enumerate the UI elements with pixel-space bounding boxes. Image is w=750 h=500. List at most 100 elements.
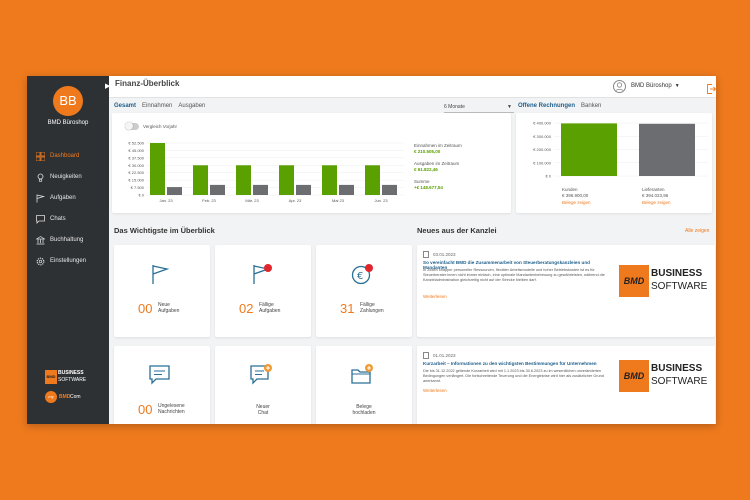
tile-due-payments[interactable]: € 31 Fällige Zahlungen: [316, 245, 412, 337]
income-bar: [236, 165, 251, 195]
y-tick-label: € 0: [138, 193, 144, 198]
suppliers-show-link[interactable]: Belege zeigen: [642, 200, 671, 205]
sum-value: +€ 148.677,54: [414, 185, 443, 190]
news-headline[interactable]: So vereinfacht BMD die Zusammenarbeit vo…: [423, 260, 590, 270]
page-title: Finanz-Überblick: [115, 79, 180, 88]
folder-upload-icon: [350, 364, 374, 386]
sidebar-item-label: Chats: [50, 216, 66, 222]
logout-icon[interactable]: [707, 81, 716, 94]
news-headline[interactable]: Kurzarbeit – Informationen zu den wichti…: [423, 361, 597, 366]
sidebar-item-label: Dashboard: [50, 153, 80, 159]
income-bar: [150, 143, 165, 195]
show-all-link[interactable]: Alle zeigen: [685, 228, 710, 234]
tab-gesamt[interactable]: Gesamt: [114, 103, 137, 109]
read-more-link[interactable]: Weiterlesen: [423, 388, 447, 393]
expense-bar: [339, 184, 354, 195]
x-tick-label: Jun. 23: [374, 198, 388, 203]
expense-bar: [382, 184, 397, 195]
income-value: € 210.505,00: [414, 149, 441, 154]
tile-count: 02: [239, 301, 254, 316]
tile-unread-messages[interactable]: 00 Ungelesene Nachrichten: [114, 346, 210, 424]
expense-bar: [253, 184, 268, 195]
open-invoices-chart: € 0 € 100.000 € 200.000 € 300.000 € 400.000: [533, 121, 708, 179]
document-icon: [423, 352, 429, 359]
finance-card: Vergleich Vorjahr € 0 € 7.500 € 15.000 € 22…: [112, 113, 511, 213]
collapse-sidebar-icon[interactable]: ▶: [105, 83, 111, 90]
tab-offene-rechnungen[interactable]: Offene Rechnungen: [518, 103, 576, 109]
x-tick-label: Mär. 23: [245, 198, 259, 203]
tile-upload-documents[interactable]: Belege hochladen: [316, 346, 412, 424]
new-chat-icon: [249, 364, 273, 386]
main-content: Finanz-Überblick BMD Büroshop ▼ Gesamt E…: [109, 76, 716, 424]
customers-label: Kunden: [562, 187, 578, 192]
sidebar-item-label: Aufgaben: [50, 195, 76, 201]
tab-ausgaben[interactable]: Ausgaben: [178, 103, 206, 109]
tile-due-tasks[interactable]: 02 Fällige Aufgaben: [215, 245, 311, 337]
finance-tabs: Gesamt Einnahmen Ausgaben: [114, 103, 205, 109]
sidebar-item-neuigkeiten[interactable]: Neuigkeiten: [35, 170, 107, 184]
income-bar: [365, 165, 380, 195]
flag-alert-icon: [249, 263, 273, 285]
business-software-logo: BMD BUSINESS SOFTWARE: [45, 370, 87, 384]
news-date: 03.01.2023: [423, 251, 456, 258]
gear-icon: [35, 256, 45, 266]
tile-label: Ungelesene Nachrichten: [158, 403, 185, 415]
expenses-label: Ausgaben im Zeitraum: [414, 161, 460, 166]
expense-bar: [167, 187, 182, 195]
news-date: 01.01.2023: [423, 352, 456, 359]
y-tick-label: € 200.000: [533, 147, 552, 152]
y-tick-label: € 400.000: [533, 121, 552, 126]
finance-bar-chart: € 0 € 7.500 € 15.000 € 22.500 € 30.000 € 37.5…: [128, 141, 404, 203]
app-window: BB BMD Büroshop Dashboard Neuigkeiten Au…: [27, 76, 716, 424]
company-avatar[interactable]: BB: [53, 86, 83, 116]
tab-einnahmen[interactable]: Einnahmen: [142, 103, 173, 109]
customers-show-link[interactable]: Belege zeigen: [562, 200, 591, 205]
y-tick-label: € 0: [545, 174, 551, 179]
tile-label: Neue Aufgaben: [158, 302, 180, 314]
news-title: Neues aus der Kanzlei: [417, 226, 497, 235]
tile-count: 00: [138, 301, 153, 316]
income-label: Einnahmen im Zeitraum: [414, 143, 462, 148]
tile-count: 00: [138, 402, 153, 417]
compare-toggle[interactable]: [125, 122, 139, 130]
y-tick-label: € 100.000: [533, 160, 552, 165]
sidebar-item-einstellungen[interactable]: Einstellungen: [35, 254, 107, 268]
period-value: 6 Monate: [444, 104, 465, 110]
tab-banken[interactable]: Banken: [581, 103, 602, 109]
sidebar-item-dashboard[interactable]: Dashboard: [35, 149, 107, 163]
chevron-down-icon: ▼: [674, 83, 680, 89]
income-bar: [322, 165, 337, 195]
bank-icon: [35, 235, 45, 245]
flag-icon: [35, 193, 45, 203]
sidebar-item-aufgaben[interactable]: Aufgaben: [35, 191, 107, 205]
read-more-link[interactable]: Weiterlesen: [423, 294, 447, 299]
y-tick-label: € 22.500: [128, 170, 144, 175]
tile-label: Belege hochladen: [352, 404, 376, 416]
tile-new-chat[interactable]: Neuer Chat: [215, 346, 311, 424]
user-menu[interactable]: BMD Büroshop ▼: [613, 79, 680, 93]
tile-new-tasks[interactable]: 00 Neue Aufgaben: [114, 245, 210, 337]
suppliers-bar: [639, 123, 695, 176]
expense-bar: [296, 184, 311, 195]
x-tick-label: Apr. 23: [289, 198, 302, 203]
x-tick-label: Jan. 23: [159, 198, 173, 203]
top-bar: Finanz-Überblick BMD Büroshop ▼: [109, 76, 716, 98]
flag-icon: [148, 263, 172, 285]
suppliers-label: Lieferanten: [642, 187, 665, 192]
open-invoices-tabs: Offene Rechnungen Banken: [518, 103, 601, 109]
period-select[interactable]: 6 Monate ▼: [444, 104, 514, 113]
news-excerpt: Die bis 31.12.2022 geltende Kurzarbeit w…: [423, 369, 604, 383]
y-tick-label: € 300.000: [533, 134, 552, 139]
overview-title: Das Wichtigste im Überblick: [114, 226, 215, 235]
sidebar-item-buchhaltung[interactable]: Buchhaltung: [35, 233, 107, 247]
y-tick-label: € 37.500: [128, 155, 144, 160]
sidebar-item-chats[interactable]: Chats: [35, 212, 107, 226]
news-card[interactable]: 01.01.2023 Kurzarbeit – Informationen zu…: [417, 346, 715, 424]
user-name: BMD Büroshop: [631, 83, 672, 89]
y-tick-label: € 45.000: [128, 148, 144, 153]
chat-icon: [35, 214, 45, 224]
y-tick-label: € 52.500: [128, 141, 144, 146]
news-card[interactable]: 03.01.2023 So vereinfacht BMD die Zusamm…: [417, 245, 715, 337]
y-tick-label: € 15.000: [128, 178, 144, 183]
news-excerpt: In Zeiten knapper personeller Ressourcen…: [423, 268, 605, 282]
